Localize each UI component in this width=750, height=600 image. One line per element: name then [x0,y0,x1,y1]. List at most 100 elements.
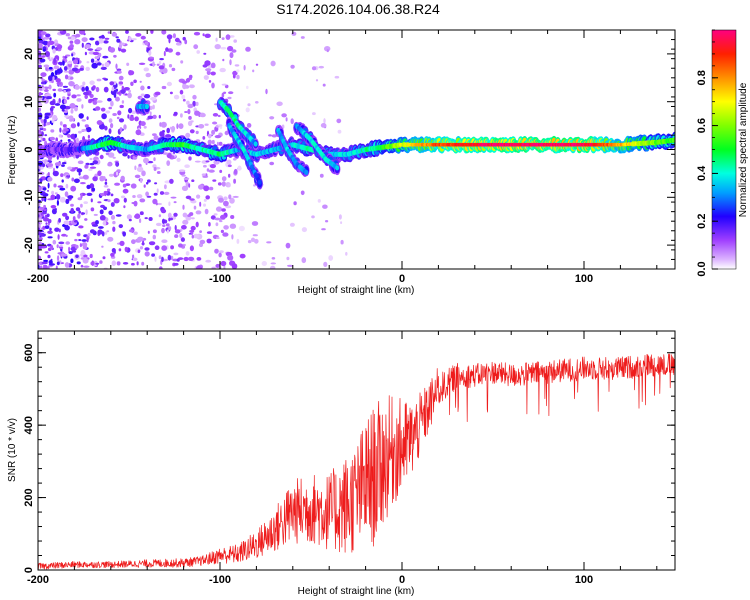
spectrogram-noise-blob [55,78,61,83]
spectrogram-noise-blob [67,195,74,199]
spectrogram-noise-blob [124,246,128,252]
spectrogram-noise-blob [78,113,84,119]
spectrogram-noise-blob [289,222,295,227]
spectrogram-noise-blob [96,120,103,126]
spectrogram-noise-blob [181,225,187,230]
spectrogram-noise-blob [219,250,224,254]
spectrogram-noise-blob [53,57,56,64]
spectrogram-noise-blob [92,85,96,90]
spectrogram-noise-blob [54,162,62,167]
spectrogram-noise-blob [84,44,91,49]
spectrogram-noise-blob [49,136,56,141]
spectrogram-noise-blob [120,195,126,199]
spectrogram-noise-blob [189,212,194,216]
spectrogram-noise-blob [107,31,111,34]
spectrogram-noise-blob [185,195,192,200]
spectrogram-noise-blob [42,137,46,141]
spectrogram-noise-blob [85,66,90,71]
spectrogram-noise-blob [195,210,202,215]
spectrogram-noise-blob [100,107,106,112]
spectrogram-noise-blob [75,33,81,38]
spectrogram-noise-blob [57,255,60,261]
spectrogram-noise-blob [118,118,125,123]
spectrogram-noise-blob [227,183,231,188]
spectrogram-noise-blob [156,188,159,193]
spectrogram-noise-blob [41,55,46,58]
spectrogram-noise-blob [66,175,70,178]
spectrogram-ridge-core [145,103,149,110]
spectrogram-noise-blob [84,124,89,128]
spectrogram-noise-blob [154,91,161,96]
spectrogram-noise-blob [190,120,194,123]
spectrogram-noise-blob [52,239,57,245]
spectrogram-noise-blob [96,100,103,103]
snr-y-axis-title: SNR (10 * v/v) [7,418,18,482]
spectrogram-noise-blob [231,49,237,53]
spectrogram-noise-blob [48,66,53,70]
spectrogram-y-tick-label: -20 [23,237,35,253]
spectrogram-noise-blob [56,194,61,200]
spectrogram-noise-blob [58,134,62,138]
spectrogram-noise-blob [321,228,326,231]
spectrogram-noise-blob [118,248,122,252]
spectrogram-noise-blob [318,65,324,69]
spectrogram-noise-blob [325,220,329,223]
spectrogram-noise-blob [89,157,93,161]
spectrogram-noise-blob [218,218,222,221]
spectrogram-noise-blob [221,176,227,182]
spectrogram-noise-blob [104,231,108,235]
spectrogram-noise-blob [206,168,210,172]
spectrogram-noise-blob [196,265,202,269]
spectrogram-noise-blob [233,158,237,161]
spectrogram-noise-blob [122,262,129,265]
spectrogram-noise-blob [112,113,117,116]
spectrogram-noise-blob [47,219,52,224]
spectrogram-noise-blob [254,101,259,104]
spectrogram-noise-blob [38,84,42,87]
spectrogram-noise-blob [160,208,167,214]
spectrogram-noise-blob [42,128,47,131]
spectrogram-noise-blob [132,257,138,261]
colorbar-tick-label: 0.2 [696,214,708,229]
spectrogram-noise-blob [103,206,107,211]
spectrogram-noise-blob [92,97,99,100]
spectrogram-noise-blob [97,170,102,177]
spectrogram-noise-blob [71,250,77,253]
snr-x-tick-label: -200 [27,574,49,586]
spectrogram-noise-blob [50,129,55,133]
spectrogram-noise-blob [208,222,211,227]
spectrogram-noise-blob [62,55,65,59]
spectrogram-noise-blob [152,61,155,67]
spectrogram-noise-blob [118,224,124,229]
spectrogram-noise-blob [112,220,116,225]
spectrogram-noise-blob [233,178,237,184]
spectrogram-noise-blob [38,237,43,241]
spectrogram-noise-blob [119,104,124,109]
spectrogram-noise-blob [42,49,46,52]
spectrogram-noise-blob [77,122,80,127]
spectrogram-noise-blob [50,205,57,209]
spectrogram-noise-blob [261,261,267,266]
spectrogram-noise-blob [38,64,42,68]
spectrogram-noise-blob [109,81,115,86]
spectrogram-noise-blob [134,214,140,219]
spectrogram-noise-blob [167,254,172,261]
spectrogram-noise-blob [69,77,74,80]
spectrogram-noise-blob [270,262,277,265]
spectrogram-noise-blob [218,197,224,203]
spectrogram-noise-blob [71,94,77,99]
spectrogram-noise-blob [152,198,158,205]
spectrogram-noise-blob [71,67,79,72]
spectrogram-noise-blob [181,174,186,177]
spectrogram-noise-blob [165,47,169,52]
spectrogram-noise-blob [107,236,114,242]
spectrogram-noise-blob [123,205,126,209]
spectrogram-noise-blob [225,34,231,40]
spectrogram-noise-blob [190,225,196,231]
spectrogram-noise-blob [116,171,119,176]
spectrogram-noise-blob [311,66,317,71]
spectrogram-noise-blob [92,51,100,56]
spectrogram-noise-blob [75,207,81,212]
spectrogram-noise-blob [231,263,238,269]
spectrogram-noise-blob [38,244,43,250]
